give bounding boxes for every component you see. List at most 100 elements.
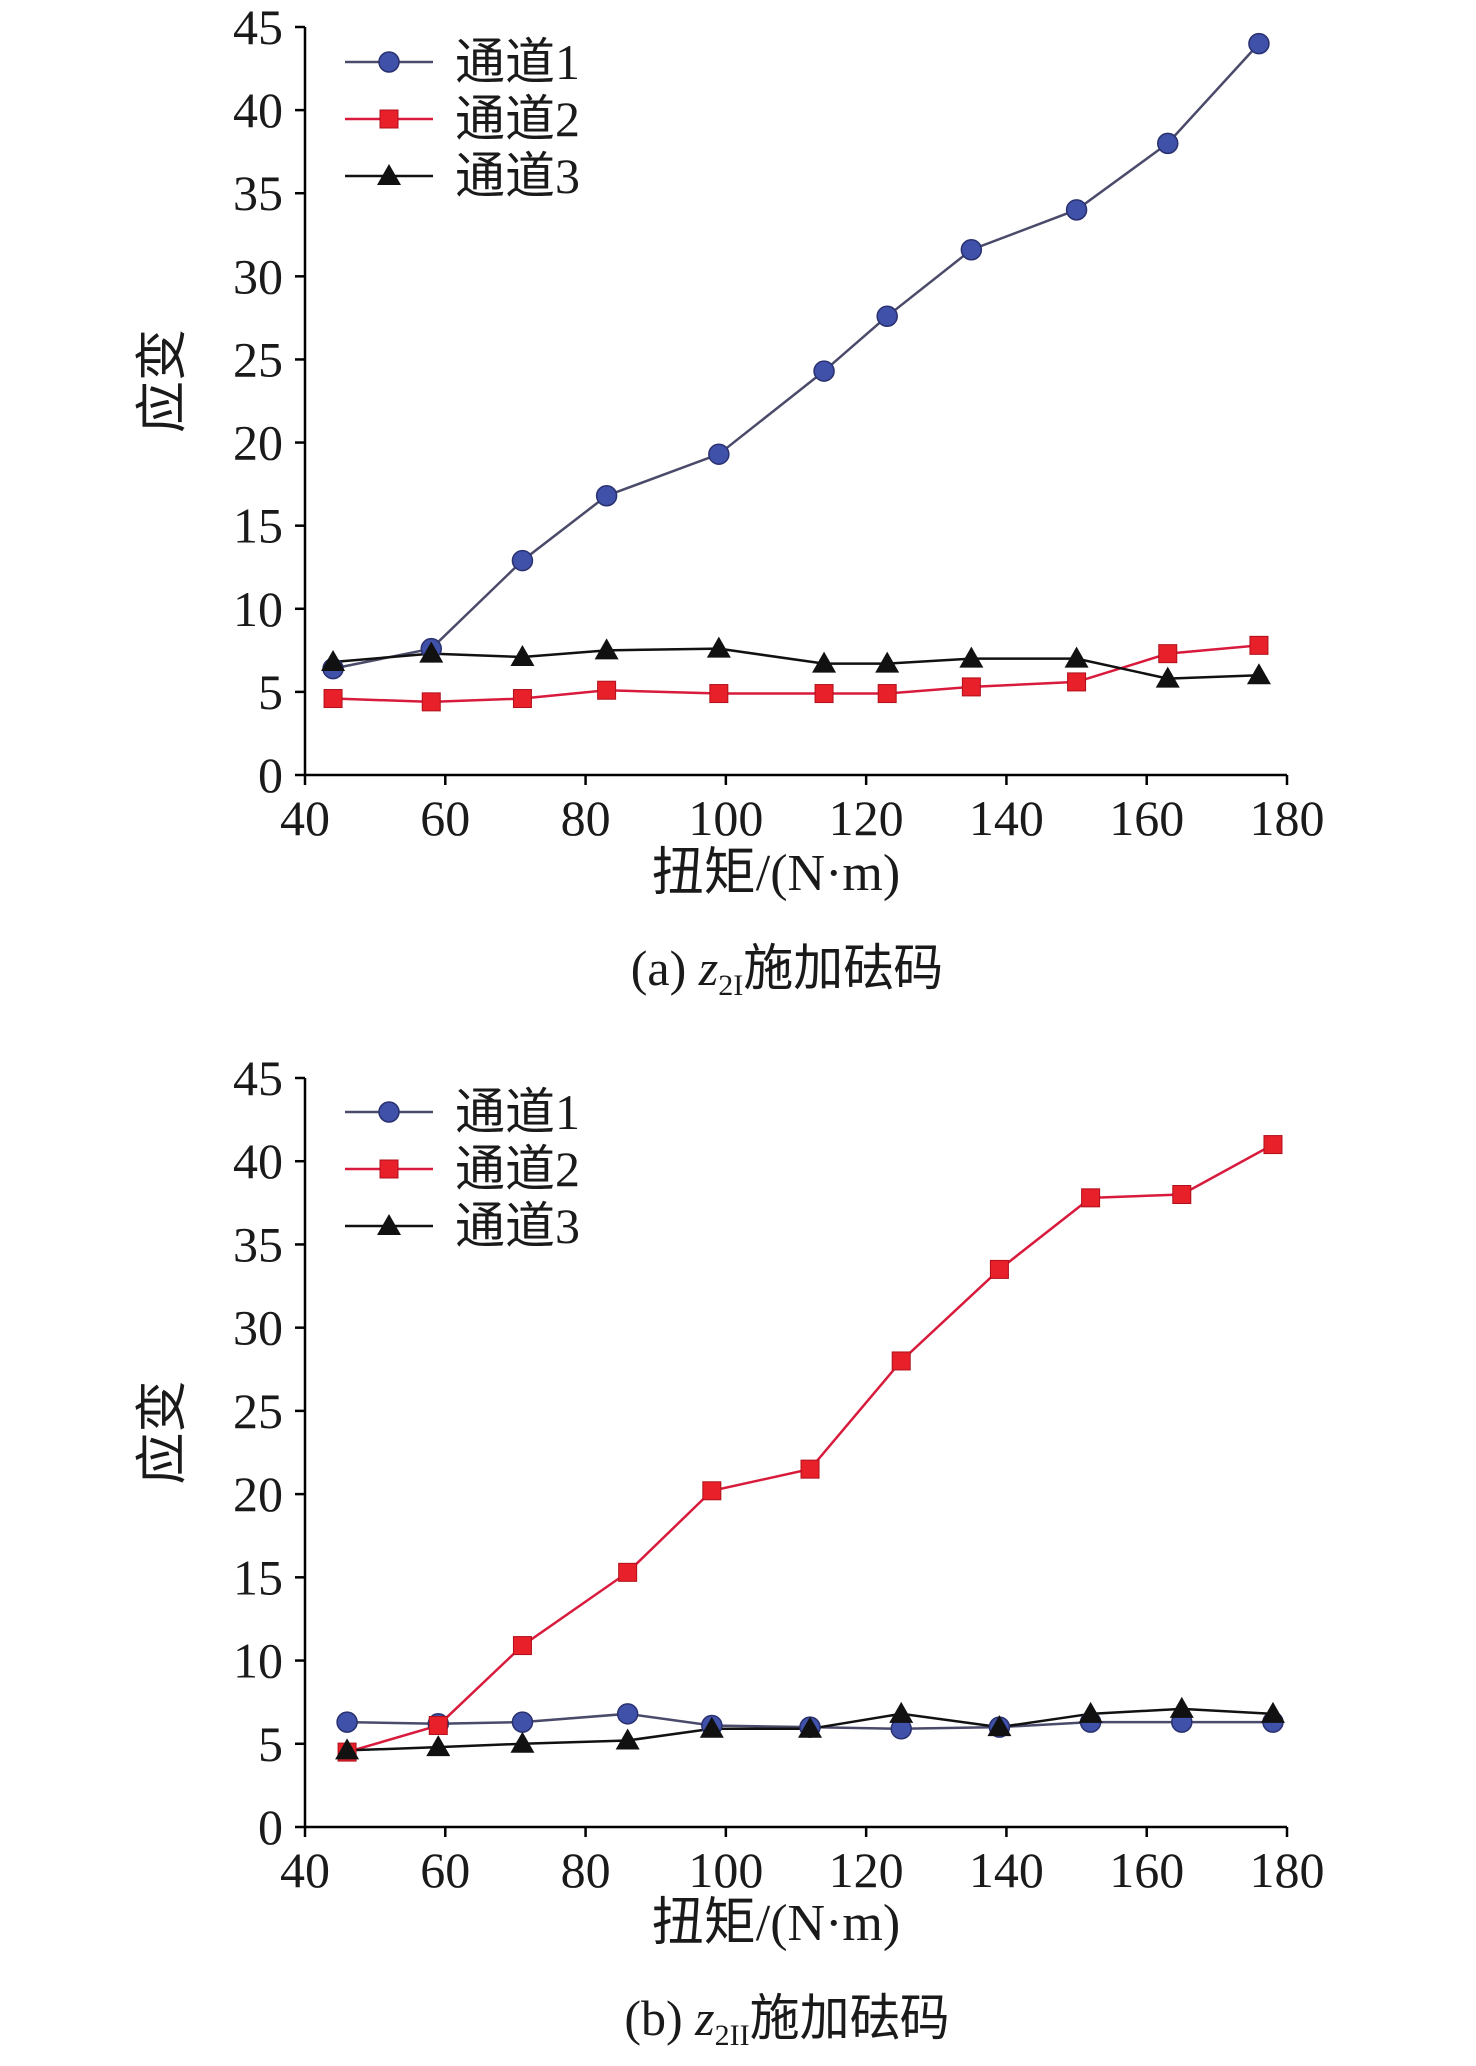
legend-marker-1 — [378, 51, 400, 73]
data-point-series-3 — [419, 641, 444, 663]
x-tick-label: 120 — [829, 1842, 904, 1898]
data-point-series-3 — [335, 1738, 360, 1760]
legend-label-3: 通道3 — [455, 148, 580, 204]
legend-marker-3 — [377, 1214, 401, 1235]
data-point-series-1 — [1065, 199, 1088, 221]
y-tick-label: 30 — [233, 248, 283, 304]
legend-marker-2 — [379, 109, 399, 129]
series-line-2 — [333, 644, 1260, 704]
data-point-series-3 — [875, 651, 900, 673]
data-point-series-1 — [1157, 132, 1179, 155]
x-tick-label: 160 — [1109, 790, 1184, 846]
chart-panel-a: 0 5 10 15 20 25 30 35 40 45 40 60 80 100 120 140 160 180 扭… — [135, 0, 1325, 1002]
y-tick-label: 10 — [233, 581, 283, 637]
data-point-series-3 — [889, 1701, 914, 1723]
data-point-series-2 — [877, 684, 897, 704]
x-tick-label: 40 — [280, 790, 330, 846]
y-tick-label: 20 — [233, 415, 283, 471]
data-point-series-3 — [510, 644, 535, 666]
data-point-series-2 — [1158, 644, 1178, 664]
data-point-series-2 — [1172, 1185, 1192, 1205]
legend-marker-2 — [379, 1159, 399, 1179]
data-point-series-3 — [699, 1716, 724, 1738]
x-tick-label: 60 — [420, 790, 470, 846]
x-tick-label: 40 — [280, 1842, 330, 1898]
series-line-3 — [332, 647, 1259, 680]
y-tick-label: 0 — [258, 1799, 283, 1855]
data-point-series-3 — [987, 1715, 1012, 1737]
data-point-series-2 — [618, 1562, 638, 1582]
data-point-series-2 — [800, 1459, 820, 1479]
x-axis-title: 扭矩/(N·m) — [652, 845, 900, 902]
data-point-series-2 — [709, 684, 729, 704]
legend-marker-1 — [378, 1101, 400, 1123]
legend-label-2: 通道2 — [455, 91, 580, 147]
y-axis-title: 应变 — [135, 329, 192, 433]
data-point-series-1 — [960, 238, 983, 261]
data-point-series-2 — [961, 677, 981, 697]
data-point-series-1 — [595, 484, 618, 507]
data-point-series-3 — [959, 646, 984, 668]
data-point-series-3 — [615, 1728, 640, 1750]
x-tick-label: 80 — [561, 1842, 611, 1898]
data-point-series-2 — [421, 692, 441, 712]
data-point-series-3 — [706, 636, 731, 658]
y-tick-label: 45 — [233, 1050, 283, 1106]
data-point-series-2 — [814, 684, 834, 704]
data-point-series-3 — [1246, 663, 1271, 685]
x-tick-label: 100 — [688, 1842, 763, 1898]
y-tick-label: 35 — [233, 165, 283, 221]
data-point-series-3 — [1064, 646, 1089, 668]
y-tick-label: 40 — [233, 82, 283, 138]
y-tick-label: 25 — [233, 1383, 283, 1439]
data-point-series-2 — [1263, 1135, 1283, 1155]
x-tick-label: 100 — [688, 790, 763, 846]
data-point-series-2 — [891, 1351, 911, 1371]
data-point-series-1 — [511, 549, 534, 572]
x-tick-label: 180 — [1250, 790, 1325, 846]
y-tick-label: 35 — [233, 1216, 283, 1272]
data-point-series-1 — [876, 305, 898, 327]
y-tick-label: 20 — [233, 1466, 283, 1522]
data-point-series-3 — [321, 649, 346, 671]
data-point-series-2 — [1067, 672, 1087, 692]
data-point-series-2 — [597, 680, 617, 700]
data-point-series-3 — [812, 651, 837, 673]
data-point-series-3 — [798, 1716, 823, 1738]
data-point-series-1 — [511, 1711, 534, 1733]
legend-label-1: 通道1 — [455, 1084, 580, 1140]
data-point-series-3 — [426, 1735, 451, 1757]
legend-label-3: 通道3 — [455, 1198, 580, 1254]
y-tick-label: 15 — [233, 498, 283, 554]
y-tick-label: 40 — [233, 1133, 283, 1189]
figure-caption: (a) z2I施加砝码 — [631, 940, 943, 1002]
y-tick-label: 10 — [233, 1633, 283, 1689]
x-tick-label: 160 — [1109, 1842, 1184, 1898]
y-tick-label: 5 — [258, 664, 283, 720]
x-tick-label: 180 — [1250, 1842, 1325, 1898]
x-axis-title: 扭矩/(N·m) — [652, 1895, 900, 1952]
data-point-series-3 — [1169, 1696, 1194, 1718]
data-point-series-1 — [813, 360, 835, 382]
figure-caption: (b) z2II施加砝码 — [624, 1990, 949, 2052]
data-point-series-2 — [1081, 1188, 1101, 1208]
data-point-series-3 — [1078, 1701, 1103, 1723]
y-tick-label: 0 — [258, 747, 283, 803]
data-point-series-3 — [510, 1731, 535, 1753]
data-point-series-3 — [1155, 666, 1180, 688]
legend-label-2: 通道2 — [455, 1141, 580, 1197]
data-point-series-2 — [1249, 635, 1269, 655]
x-tick-label: 120 — [829, 790, 904, 846]
y-axis-title: 应变 — [135, 1380, 192, 1484]
data-point-series-2 — [323, 689, 343, 709]
y-tick-label: 45 — [233, 0, 283, 55]
data-point-series-1 — [616, 1703, 639, 1725]
data-point-series-2 — [702, 1481, 722, 1501]
data-point-series-2 — [989, 1259, 1009, 1279]
data-point-series-3 — [1260, 1701, 1285, 1723]
legend-marker-3 — [377, 164, 401, 185]
y-tick-label: 25 — [233, 331, 283, 387]
data-point-series-2 — [512, 1636, 532, 1656]
data-point-series-1 — [708, 443, 730, 465]
